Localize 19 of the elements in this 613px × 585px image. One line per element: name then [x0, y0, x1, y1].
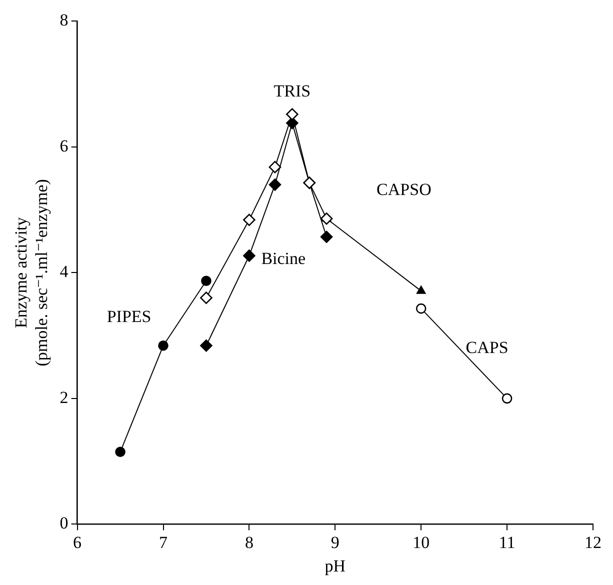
y-tick-label: 8: [60, 10, 68, 30]
x-axis-title: pH: [324, 556, 346, 576]
x-tick-label: 12: [584, 532, 602, 552]
x-tick-label: 6: [73, 532, 82, 552]
y-tick-label: 6: [60, 136, 68, 156]
x-tick-label: 9: [330, 532, 340, 552]
x-tick-label: 8: [244, 532, 254, 552]
x-tick-label: 11: [498, 532, 516, 552]
series-label: TRIS: [274, 82, 311, 101]
y-axis-title: Enzyme activity (pmole. sec⁻¹.ml⁻¹enzyme): [12, 179, 52, 366]
y-tick-label: 0: [60, 514, 68, 533]
series-label: PIPES: [106, 307, 152, 326]
x-tick-label: 7: [159, 532, 168, 552]
y-tick-label: 4: [60, 262, 69, 282]
x-tick-label: 10: [412, 532, 430, 552]
series-label: CAPS: [466, 338, 508, 357]
y-tick-label: 2: [60, 388, 68, 407]
series-label: Bicine: [261, 249, 306, 268]
text: CAPSO: [376, 180, 432, 200]
